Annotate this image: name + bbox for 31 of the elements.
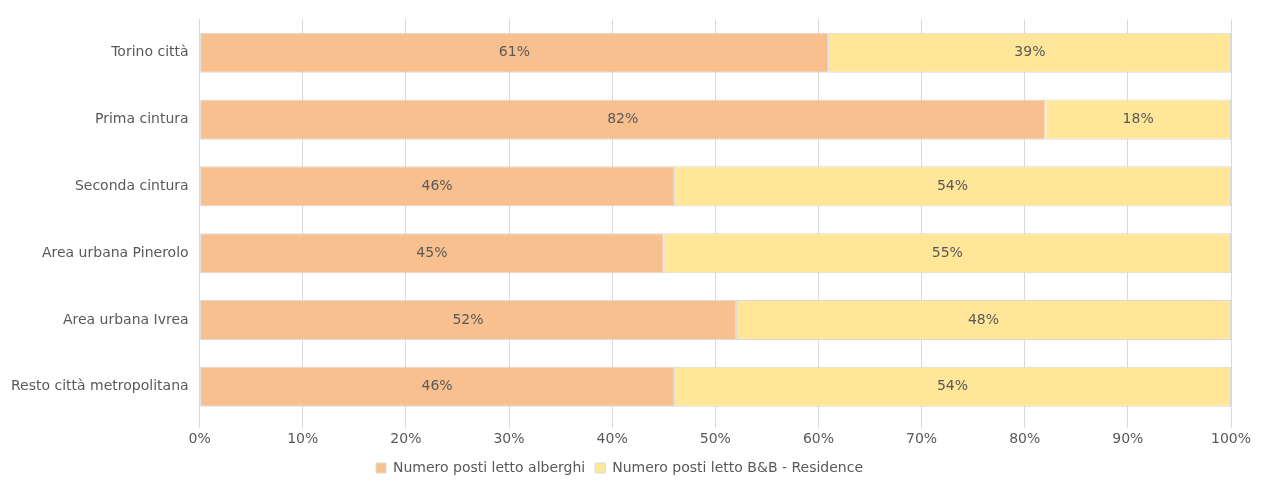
- y-tick-label: Prima cintura: [94, 110, 189, 127]
- x-tick-label: 40%: [596, 430, 628, 447]
- x-tick-label: 30%: [493, 430, 525, 447]
- x-tick-label: 90%: [1112, 430, 1144, 447]
- data-label: 18%: [1122, 110, 1154, 127]
- data-label: 54%: [936, 377, 969, 394]
- x-tick-label: 0%: [188, 430, 211, 447]
- data-label: 39%: [1014, 43, 1046, 60]
- data-label: 46%: [421, 377, 453, 394]
- x-tick-label: 80%: [1009, 430, 1041, 447]
- data-label: 61%: [498, 43, 530, 60]
- x-tick-label: 20%: [390, 430, 422, 447]
- data-label: 54%: [936, 177, 969, 194]
- y-tick-label: Torino città: [110, 43, 189, 60]
- x-tick-label: 100%: [1210, 430, 1252, 447]
- y-tick-label: Area urbana Ivrea: [62, 310, 189, 327]
- data-label: 48%: [967, 310, 1000, 327]
- legend-label: Numero posti letto B&B - Residence: [612, 458, 864, 475]
- x-tick-label: 70%: [906, 430, 938, 447]
- y-tick-label: Area urbana Pinerolo: [41, 243, 189, 260]
- y-tick-label: Resto città metropolitana: [10, 377, 189, 394]
- data-label: 55%: [931, 243, 963, 260]
- x-tick-label: 10%: [287, 430, 319, 447]
- data-label: 46%: [421, 177, 453, 194]
- data-label: 45%: [416, 243, 448, 260]
- x-tick-label: 50%: [699, 430, 731, 447]
- x-tick-label: 60%: [802, 430, 835, 447]
- data-label: 52%: [452, 310, 484, 327]
- legend-label: Numero posti letto alberghi: [392, 458, 586, 475]
- y-tick-label: Seconda cintura: [74, 177, 189, 194]
- data-label: 82%: [607, 110, 639, 127]
